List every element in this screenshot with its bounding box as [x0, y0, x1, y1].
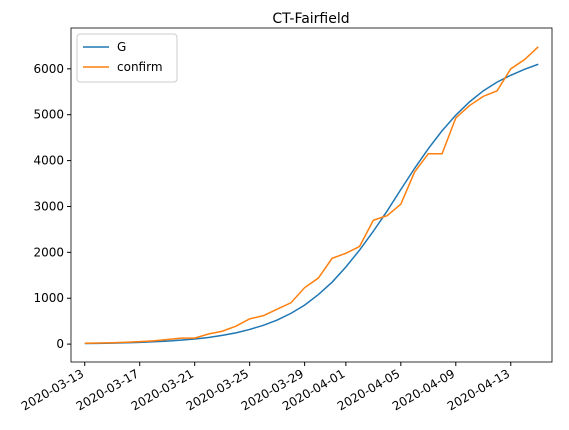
line-series	[84, 63, 539, 345]
chart-title: CT-Fairfield	[272, 11, 349, 27]
legend-label: G	[117, 40, 126, 54]
y-tick-label: 0	[56, 337, 64, 351]
y-tick-label: 1000	[33, 291, 64, 305]
y-tick-label: 5000	[33, 108, 64, 122]
y-tick-label: 6000	[33, 62, 64, 76]
y-tick-label: 3000	[33, 199, 64, 213]
line-series	[84, 46, 539, 344]
legend-label: confirm	[117, 60, 163, 74]
legend-box	[76, 33, 178, 83]
x-tick-label: 2020-04-13	[445, 366, 512, 413]
y-tick-label: 4000	[33, 154, 64, 168]
y-tick-label: 2000	[33, 245, 64, 259]
plot-frame	[70, 27, 553, 363]
